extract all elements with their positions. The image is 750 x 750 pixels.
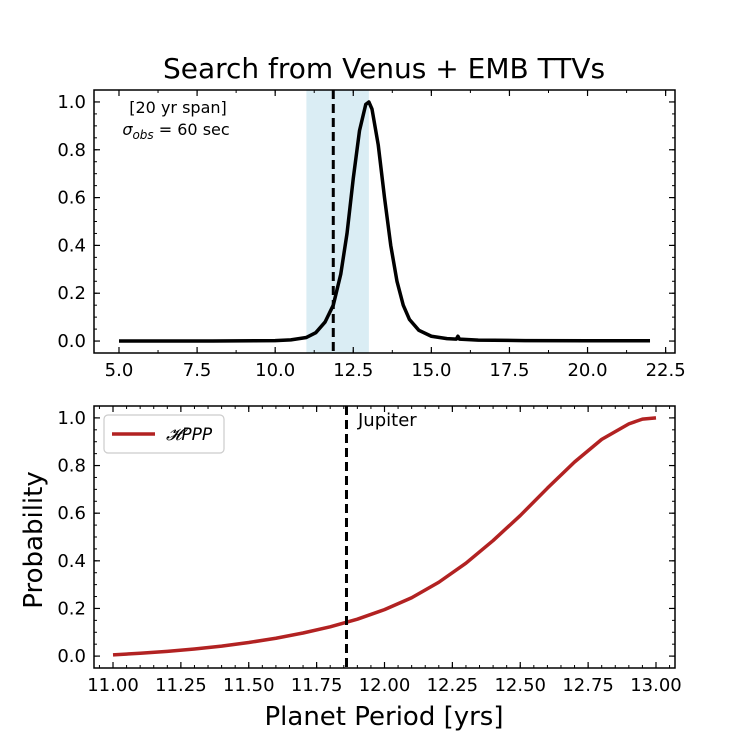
- y-tick-label: 0.2: [57, 598, 86, 619]
- x-tick-label: 12.50: [494, 675, 546, 696]
- y-tick-label: 0.0: [57, 331, 86, 352]
- annotation-sigma: σobs = 60 sec: [122, 120, 229, 142]
- y-tick-label: 0.6: [57, 188, 86, 209]
- bottom-axis-ticks: 11.00 11.25 11.50 11.75 12.00 12.25 12.50 12.75…: [57, 406, 682, 696]
- bottom-series-line: [112, 416, 657, 657]
- legend-label: 𝓗PPP: [166, 425, 213, 445]
- x-tick-label: 12.75: [562, 675, 614, 696]
- chart-title: Search from Venus + EMB TTVs: [163, 52, 605, 85]
- top-axes-frame: [93, 89, 676, 354]
- y-axis-label: Probability: [19, 471, 49, 608]
- bottom-axes-frame: [93, 405, 676, 669]
- top-axis-ticks: 5.0 7.5 10.0 12.5 15.0 17.5 20.0 22.5 0.0 0.2 0.4 0…: [57, 90, 686, 381]
- x-tick-label: 13.00: [630, 675, 682, 696]
- x-tick-label: 12.5: [333, 360, 373, 381]
- x-tick-label: 17.5: [489, 360, 529, 381]
- x-tick-label: 22.5: [646, 360, 686, 381]
- x-tick-label: 12.25: [427, 675, 479, 696]
- y-tick-label: 1.0: [57, 408, 86, 429]
- vline-label-jupiter: Jupiter: [357, 410, 417, 431]
- x-tick-label: 20.0: [567, 360, 607, 381]
- top-panel: 5.0 7.5 10.0 12.5 15.0 17.5 20.0 22.5 0.0 0.2 0.4 0…: [57, 89, 686, 381]
- x-axis-label: Planet Period [yrs]: [264, 702, 503, 732]
- x-tick-label: 11.75: [291, 675, 343, 696]
- x-tick-label: 7.5: [183, 360, 212, 381]
- y-tick-label: 0.2: [57, 283, 86, 304]
- x-tick-label: 12.00: [359, 675, 411, 696]
- annotation-span: [20 yr span]: [129, 98, 227, 117]
- y-tick-label: 0.8: [57, 456, 86, 477]
- y-tick-label: 0.8: [57, 140, 86, 161]
- bottom-panel: 11.00 11.25 11.50 11.75 12.00 12.25 12.50 12.75…: [19, 405, 682, 732]
- y-tick-label: 1.0: [57, 92, 86, 113]
- x-tick-label: 11.25: [155, 675, 207, 696]
- y-tick-label: 0.4: [57, 551, 86, 572]
- top-series-line: [118, 100, 651, 343]
- y-tick-label: 0.4: [57, 235, 86, 256]
- x-tick-label: 10.0: [255, 360, 295, 381]
- x-tick-label: 11.00: [87, 675, 139, 696]
- y-tick-label: 0.6: [57, 503, 86, 524]
- y-tick-label: 0.0: [57, 646, 86, 667]
- x-tick-label: 11.50: [223, 675, 275, 696]
- legend: 𝓗PPP: [103, 414, 225, 454]
- x-tick-label: 15.0: [411, 360, 451, 381]
- x-tick-label: 5.0: [105, 360, 134, 381]
